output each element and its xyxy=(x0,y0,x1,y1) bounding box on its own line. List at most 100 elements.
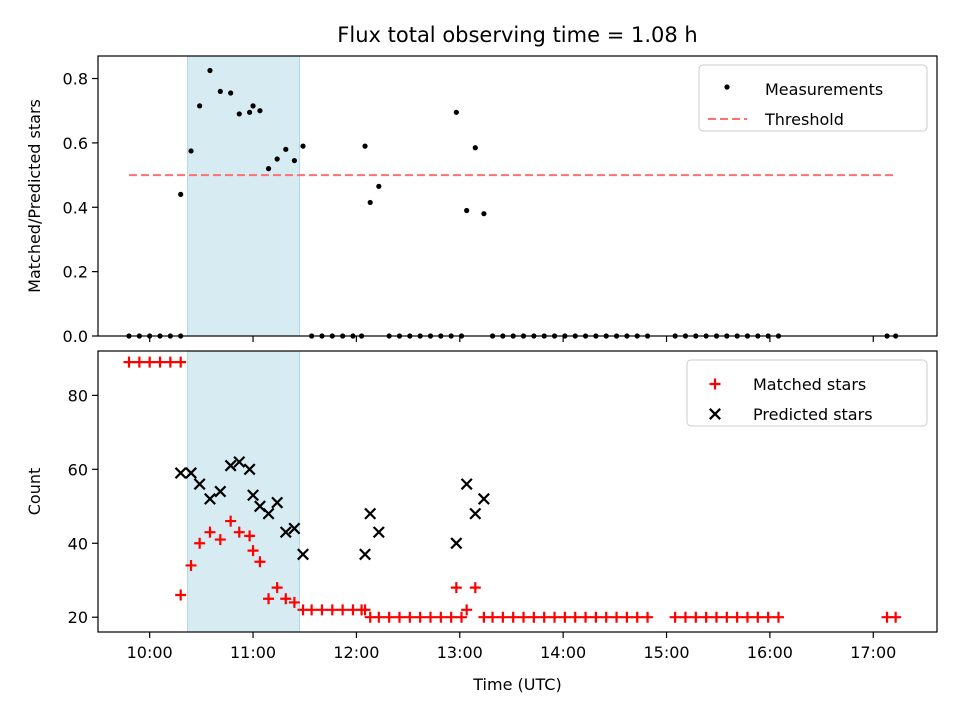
series-matched-stars-point xyxy=(233,526,245,538)
series-predicted-stars-point xyxy=(450,537,463,550)
series-matched-stars-point xyxy=(204,526,216,538)
series-matched-stars-point xyxy=(621,611,633,623)
series-measurements-point xyxy=(472,145,478,151)
series-matched-stars-point xyxy=(144,356,156,368)
series-measurements-point xyxy=(274,156,280,162)
series-predicted-stars-point xyxy=(262,507,275,520)
series-matched-stars-point xyxy=(244,530,256,542)
x-tick-label: 12:00 xyxy=(333,643,379,662)
series-matched-stars-point xyxy=(721,611,733,623)
y-tick-label: 0.2 xyxy=(63,263,88,282)
series-predicted-stars-point xyxy=(288,522,301,535)
y-tick-label: 0.8 xyxy=(63,70,88,89)
top-panel: 0.0 0.2 0.4 0.6 0.8 Matched/Predicted stars Fl… xyxy=(25,23,938,346)
y-axis-label: Matched/Predicted stars xyxy=(25,99,44,293)
series-measurements-point xyxy=(236,111,242,117)
series-matched-stars-point xyxy=(580,611,592,623)
legend-box xyxy=(698,64,928,132)
series-measurements-point xyxy=(257,108,263,114)
series-matched-stars-point xyxy=(280,593,292,605)
x-tick-label: 11:00 xyxy=(230,643,276,662)
series-matched-stars-point xyxy=(528,611,540,623)
y-tick-label: 40 xyxy=(68,534,88,553)
series-predicted-stars-point xyxy=(297,548,309,561)
series-predicted-stars-point xyxy=(185,467,198,479)
series-predicted-stars-point xyxy=(279,526,292,539)
highlight-span xyxy=(187,55,301,337)
series-predicted-stars-point xyxy=(364,507,377,520)
series-matched-stars-point xyxy=(642,611,654,623)
series-matched-stars-point xyxy=(359,604,371,616)
series-measurements-point xyxy=(188,148,194,154)
series-matched-stars-point xyxy=(424,611,436,623)
series-predicted-stars-point xyxy=(477,492,490,505)
series-measurements-point xyxy=(247,109,253,115)
series-matched-stars-point xyxy=(631,611,643,623)
series-matched-stars-point xyxy=(175,356,187,368)
series-matched-stars-point xyxy=(456,611,468,623)
series-measurements-point xyxy=(291,157,297,164)
series-matched-stars-point xyxy=(288,596,300,608)
legend-label: Threshold xyxy=(764,110,844,129)
axes-frame xyxy=(97,55,938,337)
series-measurements-point xyxy=(300,143,306,149)
series-matched-stars-point xyxy=(175,589,187,601)
series-matched-stars-point xyxy=(690,611,702,623)
x-tick-label: 14:00 xyxy=(540,643,586,662)
y-tick-label: 20 xyxy=(68,608,88,627)
series-matched-stars-point xyxy=(254,556,266,568)
series-matched-stars-point xyxy=(507,611,519,623)
chart-title: Flux total observing time = 1.08 h xyxy=(337,23,697,47)
series-matched-stars-point xyxy=(469,582,481,594)
x-axis-label: Time (UTC) xyxy=(472,675,561,694)
series-matched-stars-point xyxy=(741,611,753,623)
y-tick-label: 60 xyxy=(68,460,88,479)
legend-label: Measurements xyxy=(765,80,883,99)
series-matched-stars-point xyxy=(263,593,275,605)
series-matched-stars-point xyxy=(373,611,385,623)
series-measurements-point xyxy=(178,191,184,197)
legend-x-swatch xyxy=(709,408,721,420)
series-matched-stars-point xyxy=(306,604,318,616)
series-matched-stars-point xyxy=(559,611,571,623)
series-predicted-stars-point xyxy=(460,478,473,491)
series-matched-stars-point xyxy=(214,534,226,546)
y-axis-label: Count xyxy=(25,468,44,516)
series-matched-stars-point xyxy=(461,604,473,616)
series-predicted-stars-point xyxy=(214,485,227,498)
series-matched-stars-point xyxy=(679,611,691,623)
legend: Matched stars Predicted stars xyxy=(686,359,928,427)
legend-box xyxy=(686,359,928,427)
series-matched-stars-point xyxy=(731,611,743,623)
series-matched-stars-point xyxy=(337,604,349,616)
series-predicted-stars-point xyxy=(204,492,216,505)
series-matched-stars-point xyxy=(538,611,550,623)
series-matched-stars-point xyxy=(752,611,764,623)
series-measurements-point xyxy=(283,146,289,152)
series-matched-stars-point xyxy=(414,611,426,623)
series-matched-stars-point xyxy=(669,611,681,623)
series-measurements-point xyxy=(453,109,459,115)
series-predicted-stars-point xyxy=(247,489,260,502)
x-tick-label: 10:00 xyxy=(127,643,173,662)
series-matched-stars-point xyxy=(762,611,774,623)
series-matched-stars-point xyxy=(611,611,623,623)
series-matched-stars-point xyxy=(326,604,338,616)
series-matched-stars-point xyxy=(185,559,197,571)
bottom-panel: 20 40 60 80 10:00 11:00 12:00 13:00 14:00 15:00 16… xyxy=(25,350,938,694)
series-measurements-point xyxy=(464,207,470,214)
axes-frame xyxy=(97,350,938,633)
series-matched-stars-point xyxy=(487,611,499,623)
y-tick-label: 80 xyxy=(68,386,88,405)
series-predicted-stars-point xyxy=(359,548,372,561)
series-predicted-stars-point xyxy=(224,459,237,472)
series-matched-stars-point xyxy=(271,582,283,594)
series-measurements-point xyxy=(197,103,203,109)
series-predicted-stars-point xyxy=(243,463,256,476)
series-measurements-point xyxy=(265,166,272,172)
series-matched-stars-point xyxy=(404,611,416,623)
series-measurements-point xyxy=(376,183,382,189)
series-measurements-point xyxy=(207,67,213,74)
series-matched-stars-point xyxy=(133,356,145,368)
